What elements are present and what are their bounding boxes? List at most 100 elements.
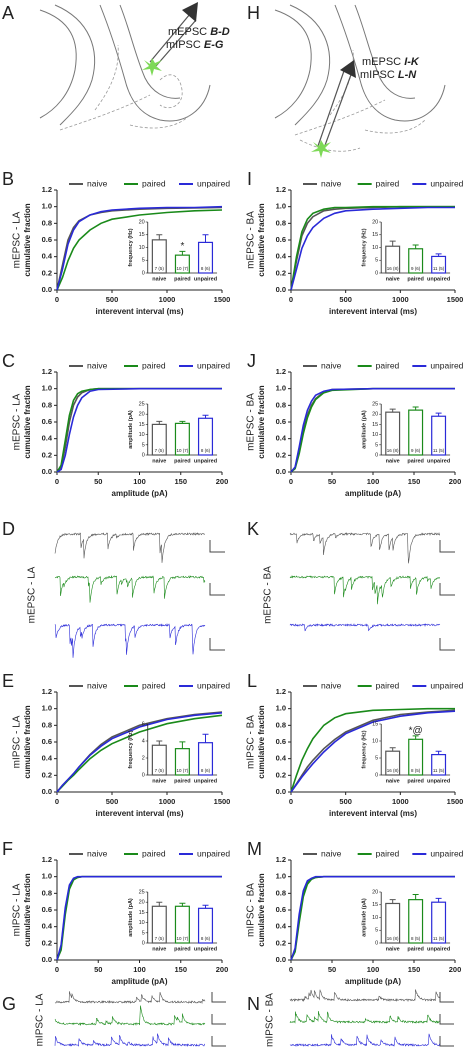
y-tick-label: 1.0 [42, 202, 52, 211]
pipettes [149, 2, 356, 149]
legend-label: naive [87, 178, 108, 188]
inset-category: paired [174, 778, 191, 784]
inset-y-tick-label: 20 [139, 219, 145, 225]
x-tick-label: 500 [339, 797, 352, 806]
x-tick-label: 500 [106, 295, 119, 304]
n-label: 16 (8) [387, 768, 399, 773]
panel-letter: J [247, 351, 256, 371]
y-tick-label: 1.0 [42, 384, 52, 393]
x-axis-title: interevent interval (ms) [329, 307, 417, 316]
y-tick-label: 0.8 [42, 400, 52, 409]
n-label: 9 (6) [411, 266, 421, 271]
inset-category: unpaired [427, 778, 450, 784]
legend-label: paired [376, 680, 400, 690]
x-tick-label: 1500 [447, 797, 464, 806]
axes [290, 190, 455, 291]
trace [289, 1010, 441, 1024]
inset-y-tick-label: 20 [139, 900, 145, 906]
label-panels: E-G [204, 39, 224, 51]
error-bar [179, 902, 186, 907]
y-tick-label: 1.0 [276, 704, 286, 713]
x-tick-label: 1000 [159, 295, 176, 304]
n-label: 7 (5) [155, 448, 165, 453]
inset-y-tick-label: 0 [375, 940, 378, 946]
panel-letter: N [247, 994, 260, 1014]
cumulative-curve [290, 707, 455, 793]
y-tick-label: 1.2 [42, 367, 52, 376]
y-axis-title: mIPSC - LA [12, 883, 23, 936]
y-axis-title: mIPSC - BA [246, 715, 257, 769]
inset-y-tick-label: 25 [139, 401, 145, 407]
trace [54, 622, 206, 658]
inset-y-tick-label: 15 [372, 721, 378, 727]
inset-category: naive [152, 778, 166, 784]
y-tick-label: 1.0 [276, 872, 286, 881]
inset-y-tick-label: 0 [142, 940, 145, 946]
inset-category: paired [407, 946, 424, 952]
panel-letter: K [247, 519, 259, 539]
x-axis-title: interevent interval (ms) [329, 809, 417, 818]
n-label: 8 (6) [201, 936, 211, 941]
panel-letter: M [247, 839, 262, 859]
cumulative-curve [290, 205, 455, 291]
y-tick-label: 0.0 [42, 467, 52, 476]
inset-y-tick-label: 15 [139, 232, 145, 238]
trace [289, 623, 441, 632]
inset-category: paired [407, 276, 424, 282]
x-tick-label: 1000 [159, 797, 176, 806]
n-label: 8 (6) [201, 448, 211, 453]
y-tick-label: 1.2 [276, 367, 286, 376]
inset-y-tick-label: 0 [142, 772, 145, 778]
n-label: 10 (7) [177, 936, 189, 941]
y-tick-label: 0.8 [276, 400, 286, 409]
x-tick-label: 100 [367, 477, 380, 486]
x-tick-label: 100 [367, 965, 380, 974]
inset-category: unpaired [427, 276, 450, 282]
x-tick-label: 0 [55, 797, 59, 806]
inset-y-tick-label: 25 [139, 889, 145, 895]
y-tick-label: 1.2 [276, 687, 286, 696]
y-tick-label: 0.6 [42, 905, 52, 914]
inset-y-tick-label: 15 [372, 902, 378, 908]
trace [289, 575, 440, 605]
legend-label: paired [142, 848, 166, 858]
y-tick-label: 1.2 [42, 687, 52, 696]
inset-category: unpaired [194, 946, 217, 952]
legend-label: paired [142, 680, 166, 690]
legend-label: unpaired [430, 680, 463, 690]
error-bar [179, 420, 186, 424]
error-bar [412, 894, 419, 900]
inset-y-title: amplitude (pA) [362, 898, 368, 937]
error-bar [389, 408, 396, 413]
y-tick-label: 1.0 [42, 704, 52, 713]
x-axis-title: interevent interval (ms) [95, 307, 183, 316]
inset-y-tick-label: 0 [142, 452, 145, 458]
panel-letter: I [247, 169, 252, 189]
n-label: 9 (6) [411, 448, 421, 453]
x-tick-label: 0 [289, 295, 293, 304]
inset-y-title: frequency (Hz) [128, 228, 134, 266]
panel-letter: A [2, 3, 14, 23]
inset-category: unpaired [194, 458, 217, 464]
diagram-label: mEPSC B-D [168, 26, 230, 38]
x-tick-label: 0 [55, 965, 59, 974]
y-tick-label: 0.0 [276, 787, 286, 796]
cumulative-curve [56, 875, 222, 961]
y-axis-title: cumulative fraction [23, 385, 32, 458]
error-bar [389, 747, 396, 752]
n-label: 11 (5) [433, 448, 445, 453]
x-tick-label: 1500 [214, 295, 231, 304]
y-tick-label: 0.4 [276, 434, 287, 443]
x-tick-label: 1000 [392, 295, 409, 304]
inset-y-tick-label: 0 [375, 772, 378, 778]
error-bar [202, 414, 209, 419]
y-tick-label: 0.4 [42, 252, 53, 261]
inset-y-tick-label: 0 [375, 452, 378, 458]
inset-category: unpaired [427, 458, 450, 464]
legend-label: naive [321, 680, 342, 690]
error-bar [412, 244, 419, 249]
x-tick-label: 200 [216, 965, 229, 974]
x-axis-title: amplitude (pA) [112, 977, 168, 986]
n-label: 8 (5) [411, 936, 421, 941]
